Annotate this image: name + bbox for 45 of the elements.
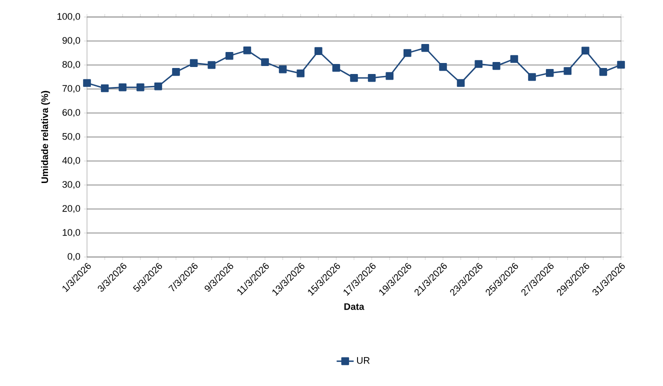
point bbox=[546, 69, 554, 77]
y-tick-label: 100,0 bbox=[58, 13, 80, 21]
point bbox=[599, 68, 608, 76]
point bbox=[617, 60, 625, 69]
y-axis-title: Umidade relativa (%) bbox=[41, 90, 50, 183]
y-tick-label: 60,0 bbox=[62, 109, 80, 117]
point bbox=[421, 44, 430, 52]
point bbox=[456, 79, 465, 87]
point bbox=[226, 52, 234, 60]
point bbox=[278, 65, 287, 74]
point bbox=[118, 83, 126, 92]
point bbox=[528, 73, 536, 81]
point bbox=[404, 49, 412, 57]
point bbox=[190, 59, 198, 67]
point bbox=[474, 60, 483, 68]
y-tick-label: 50,0 bbox=[62, 133, 80, 141]
point bbox=[100, 84, 109, 92]
x-axis-title: Data bbox=[344, 303, 364, 310]
point bbox=[332, 64, 340, 72]
point bbox=[154, 82, 162, 90]
point bbox=[492, 62, 500, 70]
y-tick-label: 10,0 bbox=[62, 229, 80, 237]
point bbox=[314, 47, 322, 55]
y-tick-label: 30,0 bbox=[62, 181, 80, 189]
y-tick-label: 40,0 bbox=[62, 157, 80, 165]
y-tick-label: 70,0 bbox=[62, 85, 80, 93]
point bbox=[83, 79, 91, 87]
legend-label: UR bbox=[357, 357, 370, 364]
y-tick-label: 80,0 bbox=[62, 61, 80, 69]
y-tick-label: 90,0 bbox=[62, 37, 80, 45]
y-tick-label: 0,0 bbox=[68, 253, 80, 261]
y-tick-label: 20,0 bbox=[62, 205, 80, 213]
point bbox=[296, 69, 304, 78]
point bbox=[368, 74, 376, 82]
point bbox=[172, 68, 180, 76]
point bbox=[261, 58, 269, 66]
point bbox=[564, 67, 572, 75]
point bbox=[350, 74, 358, 82]
point bbox=[439, 63, 447, 71]
point bbox=[510, 55, 518, 63]
point bbox=[386, 72, 394, 80]
point bbox=[582, 46, 590, 54]
point bbox=[243, 46, 252, 54]
point bbox=[208, 61, 216, 69]
point bbox=[136, 83, 144, 92]
